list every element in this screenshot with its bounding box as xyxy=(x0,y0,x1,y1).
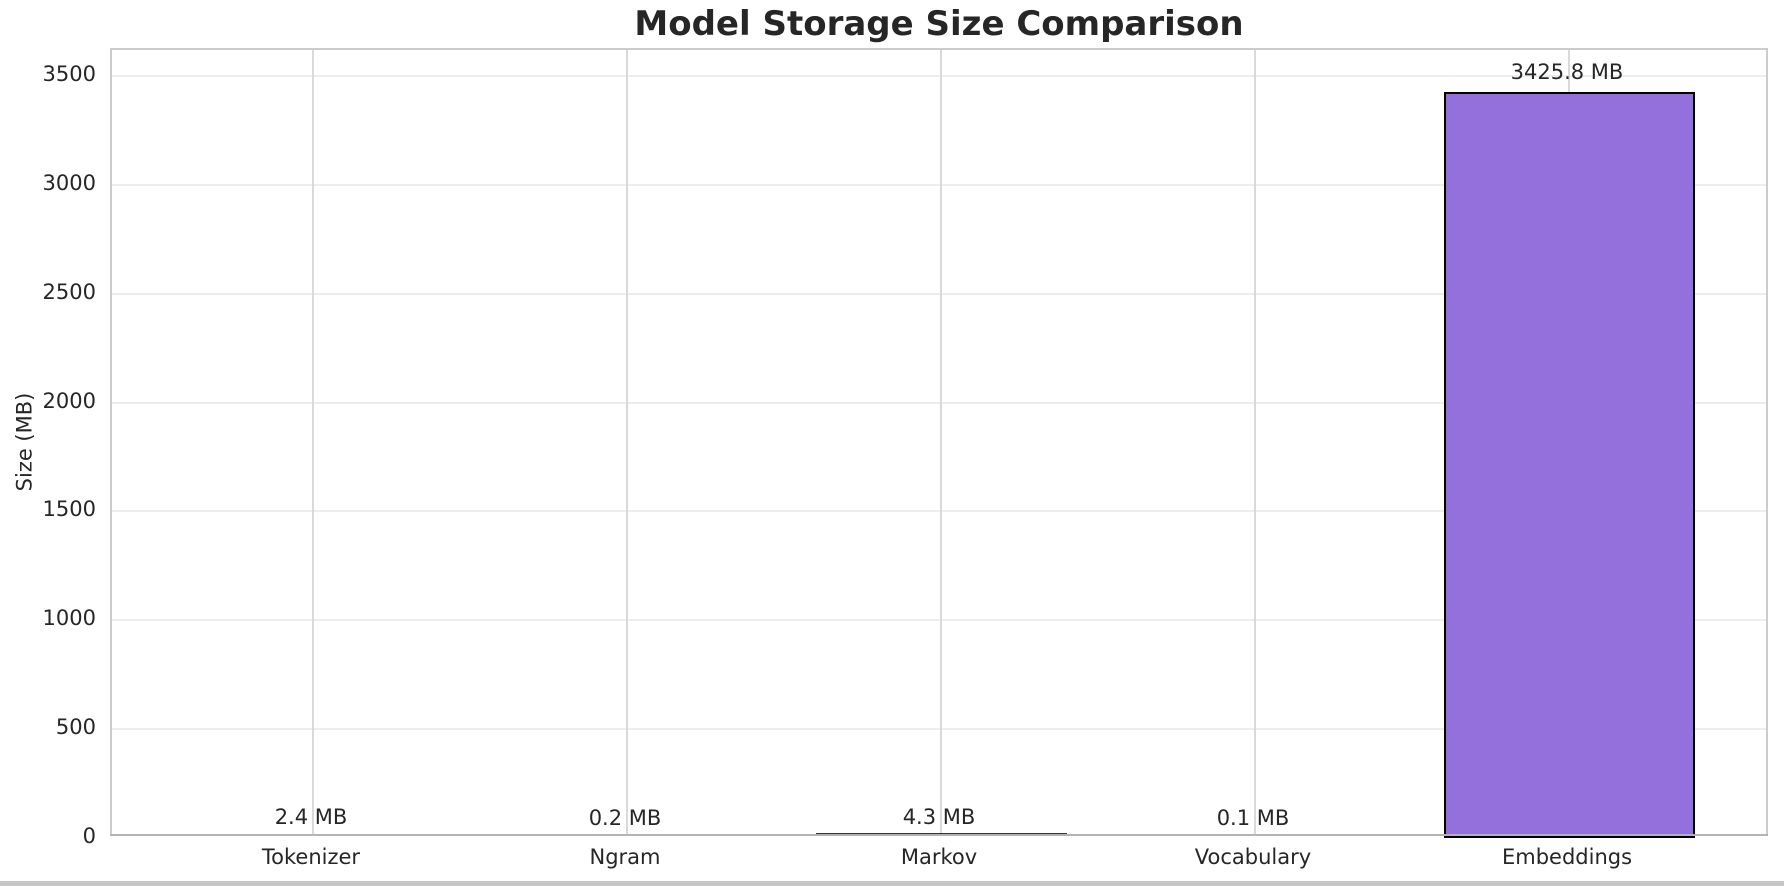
y-tick-label-1000: 1000 xyxy=(42,606,96,631)
gridline-v-tokenizer xyxy=(312,50,314,834)
gridline-h-2000 xyxy=(112,401,1766,404)
x-tick-label-markov: Markov xyxy=(900,845,978,869)
plot-area xyxy=(110,48,1768,838)
y-tick-label-3500: 3500 xyxy=(42,62,96,86)
gridline-h-3500 xyxy=(112,75,1766,77)
gridline-v-markov xyxy=(940,50,942,834)
y-tick-label-0: 0 xyxy=(82,824,96,848)
y-tick-label-2500: 2500 xyxy=(42,279,96,304)
window-bottom-edge xyxy=(0,881,1784,886)
x-tick-label-vocabulary: Vocabulary xyxy=(1194,845,1312,869)
bar-value-label-vocabulary: 0.1 MB xyxy=(1216,805,1290,830)
bar-value-label-markov: 4.3 MB xyxy=(902,805,976,830)
gridline-v-vocabulary xyxy=(1254,50,1256,834)
y-tick-label-3000: 3000 xyxy=(42,170,96,195)
x-tick-label-tokenizer: Tokenizer xyxy=(261,845,361,869)
x-tick-label-ngram: Ngram xyxy=(589,845,661,869)
bar-value-label-tokenizer: 2.4 MB xyxy=(274,805,348,830)
bar-value-label-embeddings: 3425.8 MB xyxy=(1510,60,1624,85)
bar-value-label-ngram: 0.2 MB xyxy=(588,805,662,830)
x-axis-spine xyxy=(110,834,1768,836)
gridline-h-500 xyxy=(112,728,1766,731)
chart-title: Model Storage Size Comparison xyxy=(634,4,1244,44)
gridline-h-1000 xyxy=(112,619,1766,622)
x-tick-label-embeddings: Embeddings xyxy=(1501,845,1633,869)
gridline-h-3000 xyxy=(112,183,1766,186)
y-tick-label-1500: 1500 xyxy=(42,497,96,522)
y-tick-label-500: 500 xyxy=(55,715,96,740)
gridline-h-2500 xyxy=(112,292,1766,295)
y-tick-label-2000: 2000 xyxy=(42,388,96,413)
gridline-v-ngram xyxy=(626,50,628,834)
gridline-h-1500 xyxy=(112,510,1766,513)
bar-embeddings xyxy=(1443,92,1695,838)
